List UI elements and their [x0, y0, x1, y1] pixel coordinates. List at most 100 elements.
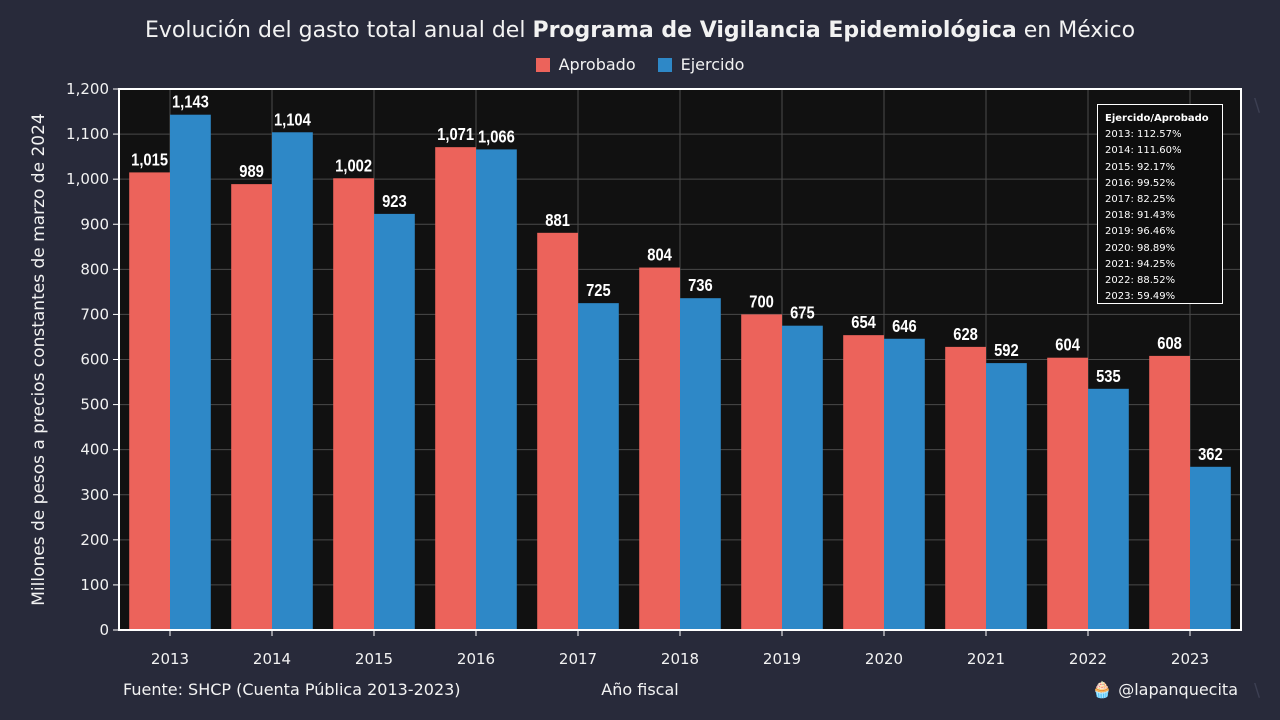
legend-swatch-ejercido	[657, 57, 672, 72]
x-tick-label: 2017	[559, 650, 597, 668]
plot-border	[118, 88, 1242, 631]
data-label-aprobado: 608	[1157, 334, 1182, 354]
slash-mark-icon: \	[1254, 95, 1261, 116]
y-tick-label: 300	[80, 486, 109, 504]
y-axis-label: Millones de pesos a precios constantes d…	[29, 113, 49, 605]
data-label-aprobado: 804	[647, 245, 672, 265]
y-tick-label: 0	[99, 621, 109, 639]
y-tick-label: 400	[80, 441, 109, 459]
data-label-aprobado: 604	[1055, 335, 1080, 355]
y-tick-label: 500	[80, 396, 109, 414]
data-label-ejercido: 646	[892, 316, 917, 336]
data-label-ejercido: 736	[688, 276, 713, 296]
chart-title: Evolución del gasto total anual del Prog…	[144, 18, 1136, 43]
bar-ejercido	[986, 363, 1027, 630]
legend-label-aprobado: Aprobado	[558, 55, 636, 74]
y-tick-label: 700	[80, 305, 109, 323]
x-tick-label: 2015	[355, 650, 393, 668]
legend-item-ejercido: Ejercido	[657, 55, 745, 74]
bar-ejercido	[170, 114, 211, 630]
ratio-annotation-box: Ejercido/Aprobado 2013: 112.57% 2014: 111…	[1097, 104, 1223, 304]
ratio-lines: 2013: 112.57% 2014: 111.60% 2015: 92.17% 20…	[1105, 127, 1222, 305]
ratio-line: 2021: 94.25%	[1105, 258, 1176, 270]
y-tick-label: 200	[80, 531, 109, 549]
bar-ejercido	[1088, 388, 1129, 630]
y-tick-label: 600	[80, 351, 109, 369]
bar-aprobado	[231, 184, 272, 630]
data-label-aprobado: 1,071	[437, 125, 474, 145]
bar-ejercido	[374, 213, 415, 630]
ratio-line: 2013: 112.57%	[1105, 129, 1182, 141]
author-handle: 🧁 @lapanquecita	[1092, 680, 1238, 699]
ratio-line: 2016: 99.52%	[1105, 177, 1176, 189]
x-tick-label: 2014	[253, 650, 291, 668]
data-label-aprobado: 881	[545, 211, 570, 231]
legend: Aprobado Ejercido	[0, 55, 1280, 74]
y-tick-label: 1,200	[66, 80, 109, 98]
x-tick-label: 2013	[151, 650, 189, 668]
y-tick-label: 900	[80, 215, 109, 233]
data-label-aprobado: 628	[953, 325, 978, 345]
y-tick-label: 1,000	[66, 170, 109, 188]
x-tick-label: 2019	[763, 650, 801, 668]
x-tick-label: 2023	[1171, 650, 1209, 668]
bar-aprobado	[843, 335, 884, 630]
x-tick-label: 2022	[1069, 650, 1107, 668]
bar-aprobado	[741, 314, 782, 630]
data-label-aprobado: 700	[749, 292, 774, 312]
data-label-ejercido: 1,066	[478, 127, 515, 147]
data-label-ejercido: 1,143	[172, 92, 209, 112]
cupcake-icon: 🧁	[1092, 680, 1113, 699]
y-tick-label: 1,100	[66, 125, 109, 143]
data-label-ejercido: 675	[790, 303, 815, 323]
ratio-line: 2022: 88.52%	[1105, 275, 1176, 287]
bar-aprobado	[639, 267, 680, 630]
ratio-line: 2019: 96.46%	[1105, 226, 1176, 238]
x-tick-label: 2016	[457, 650, 495, 668]
bar-aprobado	[435, 147, 476, 630]
bar-ejercido	[782, 325, 823, 630]
y-tick-label: 100	[80, 576, 109, 594]
bar-aprobado	[537, 232, 578, 630]
source-note: Fuente: SHCP (Cuenta Pública 2013-2023)	[123, 680, 461, 699]
data-label-ejercido: 362	[1198, 444, 1223, 464]
bar-ejercido	[884, 338, 925, 630]
bar-aprobado	[1149, 355, 1190, 630]
data-label-ejercido: 535	[1096, 366, 1121, 386]
data-label-ejercido: 592	[994, 341, 1019, 361]
ratio-line: 2015: 92.17%	[1105, 161, 1176, 173]
y-tick-label: 800	[80, 260, 109, 278]
x-tick-label: 2018	[661, 650, 699, 668]
data-label-aprobado: 1,015	[131, 150, 168, 170]
bar-aprobado	[1047, 357, 1088, 630]
ratio-line: 2018: 91.43%	[1105, 210, 1176, 222]
bar-ejercido	[476, 149, 517, 630]
x-axis-label: Año fiscal	[601, 680, 679, 699]
bar-aprobado	[945, 346, 986, 630]
data-label-aprobado: 1,002	[335, 156, 372, 176]
x-tick-label: 2020	[865, 650, 903, 668]
bar-ejercido	[578, 303, 619, 630]
slash-mark-icon: \	[1254, 680, 1261, 701]
bar-ejercido	[1190, 466, 1231, 630]
ratio-line: 2014: 111.60%	[1105, 145, 1182, 157]
bar-ejercido	[680, 298, 721, 630]
data-label-aprobado: 654	[851, 313, 876, 333]
data-label-ejercido: 1,104	[274, 110, 312, 130]
handle-text: @lapanquecita	[1118, 680, 1238, 699]
ratio-title: Ejercido/Aprobado	[1105, 113, 1209, 124]
data-label-aprobado: 989	[239, 162, 264, 182]
ratio-line: 2023: 59.49%	[1105, 291, 1176, 303]
bar-aprobado	[333, 178, 374, 630]
data-label-ejercido: 923	[382, 192, 407, 212]
data-label-ejercido: 725	[586, 281, 611, 301]
legend-label-ejercido: Ejercido	[680, 55, 745, 74]
bar-aprobado	[129, 172, 170, 630]
bar-ejercido	[272, 132, 313, 630]
legend-swatch-aprobado	[535, 57, 550, 72]
x-tick-label: 2021	[967, 650, 1005, 668]
ratio-line: 2020: 98.89%	[1105, 242, 1176, 254]
ratio-line: 2017: 82.25%	[1105, 194, 1176, 206]
legend-item-aprobado: Aprobado	[535, 55, 636, 74]
